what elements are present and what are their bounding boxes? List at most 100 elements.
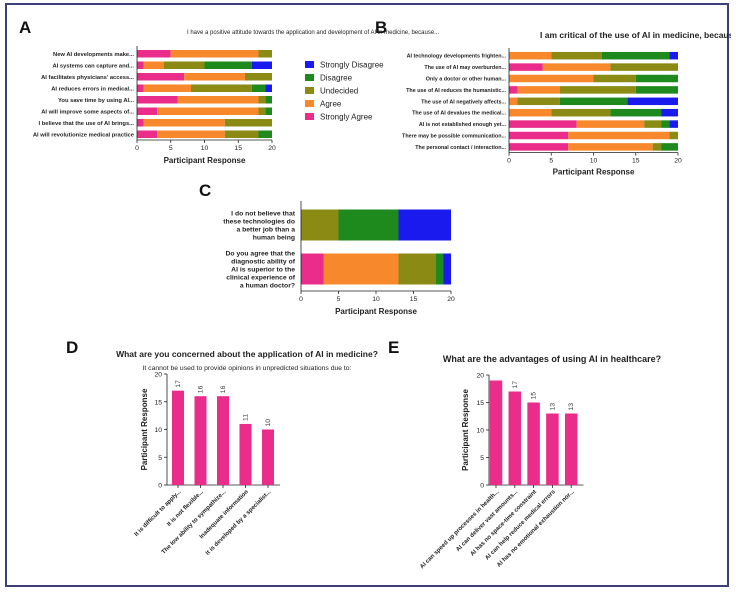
- panel-a-bar-undecided-6: [224, 119, 272, 127]
- panel-c-x-tick-label-5: 5: [337, 296, 341, 303]
- panel-b-bar-undecided-3: [559, 86, 636, 94]
- panel-b-bar-disagree-6: [661, 120, 670, 128]
- legend-swatch-strongly-agree: [305, 113, 314, 120]
- panel-b-bar-agree-2: [509, 74, 594, 83]
- panel-b-bar-agree-3: [517, 86, 560, 94]
- panel-d-y-tick-label-20: 20: [154, 372, 162, 379]
- panel-c-x-axis-label: Participant Response: [335, 307, 417, 316]
- panel-d-data-label-4: 10: [265, 419, 272, 427]
- panel-e-y-tick-label-10: 10: [476, 428, 484, 435]
- panel-a-category-label-0: New AI developments make...: [53, 52, 134, 58]
- panel-e-bar-3: [546, 413, 559, 485]
- panel-b-bar-agree-1: [542, 63, 611, 71]
- panel-c-bar-agree-1: [323, 253, 399, 285]
- panel-e-category-label-3: AI can help reduce medical errors: [484, 489, 557, 562]
- panel-b-bar-strongly-agree-6: [509, 120, 577, 128]
- panel-c-bar-undecided-1: [398, 253, 436, 285]
- panel-a-bar-strongly-agree-4: [137, 96, 178, 104]
- legend-label-disagree: Disagree: [320, 74, 353, 83]
- panel-b-bar-undecided-7: [669, 131, 678, 140]
- panel-b-x-tick-label-15: 15: [632, 158, 640, 165]
- legend-label-agree: Agree: [320, 100, 342, 109]
- panel-a-bar-disagree-3: [251, 84, 266, 92]
- panel-e-data-label-2: 15: [531, 392, 538, 400]
- figure-frame: A B C D E I have a positive attitude towards …: [5, 3, 731, 587]
- panel-e-bar-4: [564, 413, 578, 485]
- panel-c-bar-strongly-disagree-0: [398, 209, 451, 241]
- panel-d-bar-4: [262, 429, 274, 485]
- panel-a-bar-strongly-agree-7: [137, 130, 158, 138]
- panel-b-title: I am critical of the use of AI in medici…: [540, 30, 731, 40]
- panel-a-bar-agree-2: [184, 73, 245, 81]
- panel-b-x-tick-label-5: 5: [549, 158, 553, 165]
- panel-a-x-tick-label-10: 10: [201, 145, 209, 152]
- panel-a-bar-strongly-agree-2: [137, 73, 185, 81]
- panel-a-bar-agree-7: [157, 130, 225, 138]
- panel-b-x-tick-label-0: 0: [507, 158, 511, 165]
- panel-b-bar-undecided-4: [517, 97, 560, 106]
- panel-a-bar-strongly-disagree-1: [251, 61, 272, 69]
- panel-d-data-label-3: 11: [243, 414, 250, 421]
- panel-b-bar-disagree-3: [635, 86, 678, 94]
- panel-a-x-tick-label-0: 0: [135, 145, 139, 152]
- panel-d-y-tick-label-5: 5: [158, 455, 162, 462]
- legend-label-strongly-agree: Strongly Agree: [320, 113, 373, 122]
- panel-a-category-label-3: AI reduces errors in medical...: [51, 86, 134, 92]
- panel-b-bar-strongly-disagree-4: [627, 97, 678, 106]
- panel-d-y-tick-label-10: 10: [154, 427, 162, 434]
- panel-d-bar-3: [239, 423, 252, 485]
- panel-e-data-label-4: 13: [568, 403, 575, 411]
- panel-c-bar-disagree-1: [436, 253, 444, 285]
- panel-e-y-tick-label-5: 5: [480, 455, 484, 462]
- panel-a-x-tick-label-15: 15: [234, 145, 242, 152]
- panel-letter-c: C: [199, 181, 211, 200]
- panel-b-bar-agree-7: [568, 131, 670, 140]
- panel-d-data-label-2: 16: [220, 385, 227, 393]
- panel-c-x-tick-label-20: 20: [447, 296, 455, 303]
- panel-b-bar-strongly-agree-3: [509, 86, 518, 94]
- panel-letter-b: B: [375, 18, 387, 37]
- panel-b-category-label-0: AI technology developments frighten...: [407, 54, 507, 60]
- panel-b-bar-agree-0: [509, 51, 552, 60]
- panel-a-bar-strongly-disagree-3: [265, 84, 272, 92]
- legend-swatch-disagree: [305, 74, 314, 81]
- panel-b-x-tick-label-10: 10: [590, 158, 598, 165]
- panel-b-x-tick-label-20: 20: [674, 158, 682, 165]
- panel-b-bar-undecided-8: [652, 143, 662, 151]
- panel-b-bar-agree-4: [509, 97, 518, 106]
- panel-a-bar-agree-6: [143, 119, 225, 127]
- legend-label-undecided: Undecided: [320, 87, 358, 96]
- panel-a-bar-strongly-agree-5: [137, 107, 158, 115]
- panel-d-bar-0: [172, 390, 184, 485]
- panel-d-bar-1: [194, 396, 207, 485]
- panel-a-bar-disagree-4: [265, 96, 272, 104]
- legend-swatch-strongly-disagree: [305, 61, 314, 68]
- panel-letter-d: D: [66, 338, 78, 357]
- panel-c-bar-undecided-0: [301, 209, 339, 241]
- panel-b-x-axis-label: Participant Response: [553, 168, 635, 177]
- panel-a-bar-undecided-2: [245, 73, 272, 81]
- panel-e-y-tick-label-20: 20: [476, 373, 484, 380]
- panel-d-title: What are you concerned about the applica…: [116, 349, 378, 359]
- panel-a-bar-agree-4: [177, 96, 259, 104]
- panel-e-y-tick-label-15: 15: [476, 400, 484, 407]
- panel-c-category-label-0: I do not believe that these technologies …: [223, 211, 295, 242]
- panel-b-bar-strongly-disagree-0: [669, 51, 678, 60]
- panel-a-category-label-1: AI systems can capture and...: [52, 63, 134, 69]
- panel-b-bar-undecided-1: [610, 63, 678, 71]
- panel-a-bar-undecided-3: [191, 84, 252, 92]
- panel-b-bar-strongly-agree-7: [509, 131, 569, 140]
- panel-b-bar-agree-6: [576, 120, 645, 128]
- panel-a-bar-agree-0: [170, 50, 259, 58]
- panel-a-bar-strongly-agree-1: [137, 61, 144, 69]
- panel-d-y-axis-label: Participant Response: [140, 388, 149, 470]
- panel-a-bar-strongly-agree-3: [137, 84, 144, 92]
- panel-b-bar-agree-8: [568, 143, 653, 151]
- panel-a-x-axis-label: Participant Response: [164, 156, 246, 165]
- panel-d-y-tick-label-15: 15: [154, 399, 162, 406]
- panel-a-bar-agree-5: [157, 107, 259, 115]
- panel-b-bar-undecided-2: [593, 74, 636, 83]
- panel-a-bar-agree-3: [143, 84, 191, 92]
- panel-a-bar-undecided-4: [258, 96, 266, 104]
- panel-b-bar-strongly-agree-8: [509, 143, 569, 151]
